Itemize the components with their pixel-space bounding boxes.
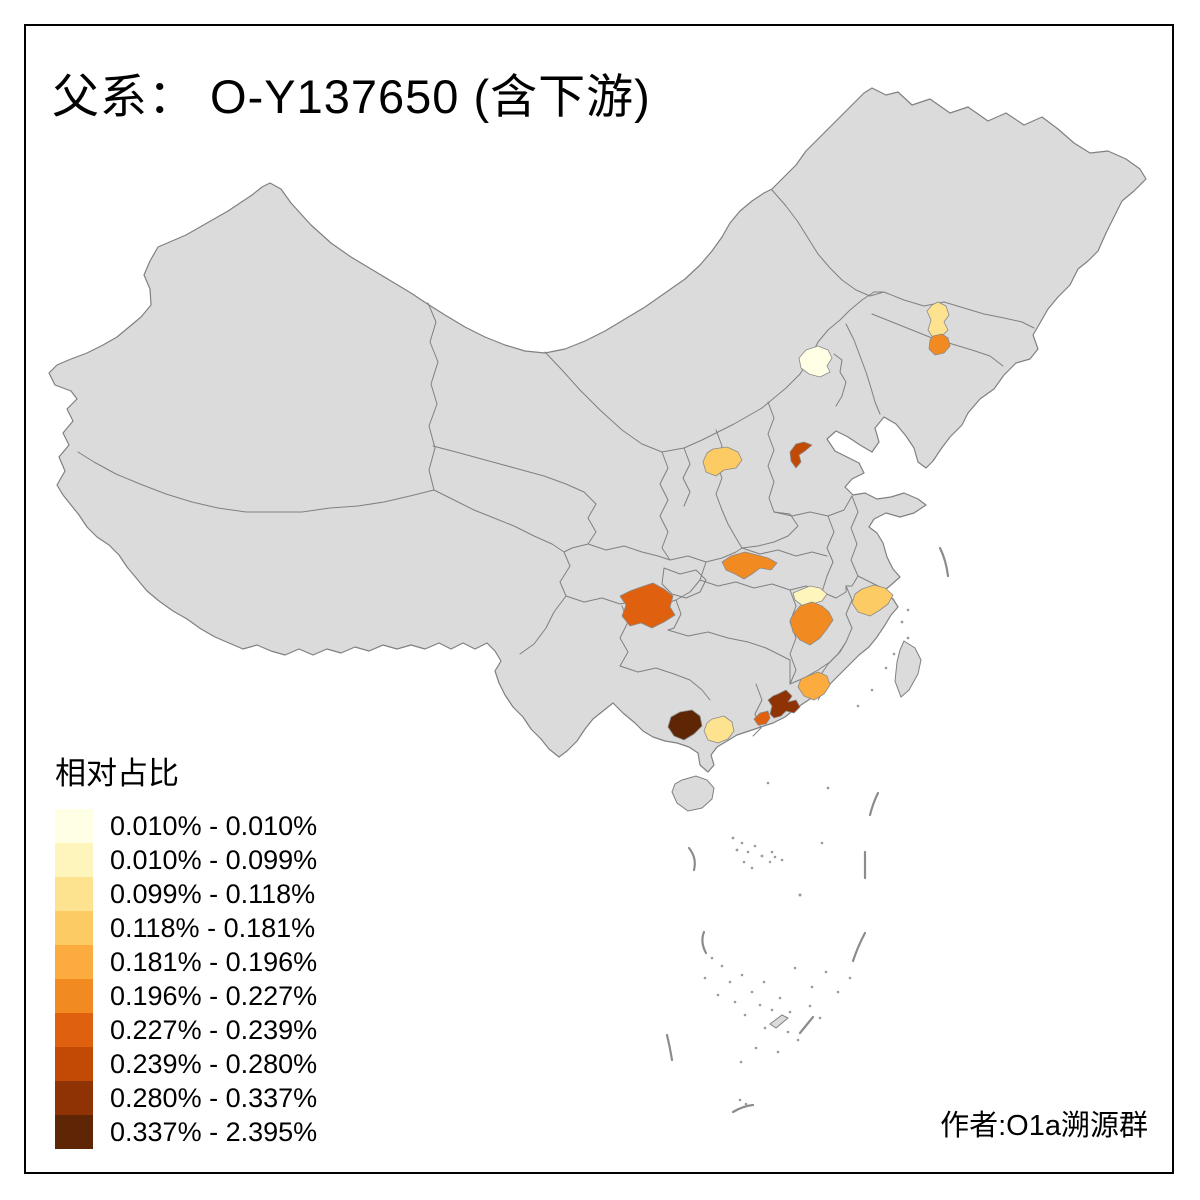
legend-label: 0.010% - 0.099% [110,844,318,875]
legend-title: 相对占比 [55,756,179,791]
legend: 相对占比 0.010% - 0.010% 0.010% - 0.099% 0.0… [55,748,317,1149]
legend-label: 0.099% - 0.118% [110,878,316,909]
legend-item: 0.181% - 0.196% [55,945,317,979]
legend-item: 0.227% - 0.239% [55,1013,317,1047]
map-region-guangdong-east [797,671,831,701]
legend-label: 0.337% - 2.395% [110,1116,318,1147]
legend-swatch [55,877,93,911]
legend-item: 0.280% - 0.337% [55,1081,317,1115]
hainan-island [671,775,715,812]
legend-item: 0.239% - 0.280% [55,1047,317,1081]
legend-label: 0.118% - 0.181% [110,912,316,943]
taiwan-island [894,640,922,698]
page-title: 父系： O-Y137650 (含下游) [52,70,651,123]
map-region-guangxi-southwest [667,709,703,741]
legend-swatch [55,1081,93,1115]
legend-item: 0.118% - 0.181% [55,911,317,945]
small-island [769,1014,789,1029]
legend-item: 0.196% - 0.227% [55,979,317,1013]
legend-label: 0.239% - 0.280% [110,1048,318,1079]
map-region-jiangxi-north [789,601,834,646]
map-region-guangdong-central [767,689,801,719]
legend-item: 0.010% - 0.099% [55,843,317,877]
map-region-hubei-southeast [792,585,828,607]
legend-item: 0.337% - 2.395% [55,1115,317,1149]
legend-swatch [55,945,93,979]
map-region-zhejiang-central [851,584,894,617]
map-region-liaoning-central [928,333,951,356]
map-region-beijing [798,345,833,378]
legend-swatch [55,1013,93,1047]
map-region-shaanxi-north [702,446,743,477]
sea-islets [703,608,910,1106]
legend-label: 0.010% - 0.010% [110,810,318,841]
legend-label: 0.227% - 0.239% [110,1014,318,1045]
legend-swatch [55,1047,93,1081]
legend-swatch [55,809,93,843]
legend-label: 0.181% - 0.196% [110,946,318,977]
legend-swatch [55,979,93,1013]
nine-dash-line [665,546,950,1114]
legend-swatch [55,843,93,877]
legend-item: 0.099% - 0.118% [55,877,317,911]
author-credit: 作者:O1a溯源群 [940,1110,1148,1142]
map-region-guangxi-south [703,715,735,744]
map-region-guangdong-southwest [753,710,771,726]
map-region-hubei-northwest [721,551,778,580]
plot-frame [24,24,1174,1174]
legend-label: 0.196% - 0.227% [110,980,318,1011]
map-region-guizhou-central [619,582,676,629]
legend-item: 0.010% - 0.010% [55,809,317,843]
legend-swatch [55,911,93,945]
legend-swatch [55,1115,93,1149]
legend-label: 0.280% - 0.337% [110,1082,318,1113]
map-region-hebei-southwest [789,441,813,469]
colored-regions [619,301,951,744]
